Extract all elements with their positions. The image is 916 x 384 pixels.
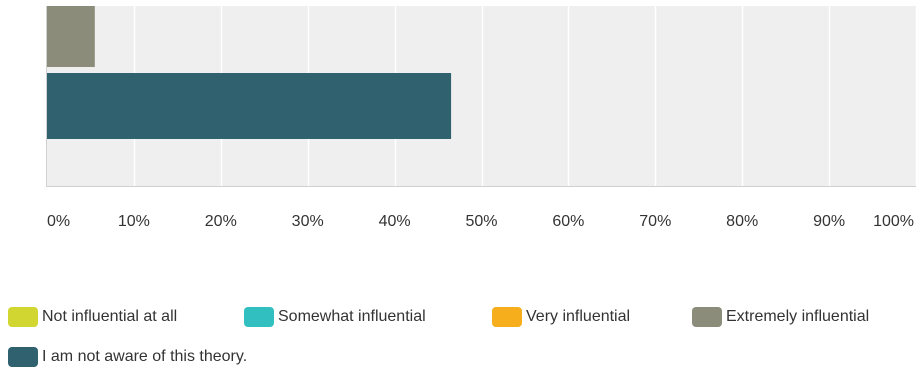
x-tick-label: 0% [47, 213, 70, 230]
legend-label-somewhat-influential: Somewhat influential [278, 308, 426, 326]
legend-label-extremely-influential: Extremely influential [726, 308, 869, 326]
x-tick-label: 50% [465, 213, 497, 230]
x-tick-labels: 0% 10% 20% 30% 40% 50% 60% 70% 80% 90% 100% [47, 213, 914, 230]
x-tick-label: 70% [639, 213, 671, 230]
x-tick-label: 40% [379, 213, 411, 230]
legend-swatch-very-influential [492, 307, 522, 327]
x-tick-label: 80% [726, 213, 758, 230]
legend-swatch-not-aware [8, 347, 38, 367]
legend-row-2: I am not aware of this theory. [8, 344, 913, 370]
x-tick-label: 60% [552, 213, 584, 230]
x-tick-label: 10% [118, 213, 150, 230]
x-tick-label: 90% [813, 213, 845, 230]
legend-row-1: Not influential at all Somewhat influent… [8, 304, 913, 330]
bar-i-am-not-aware-of-this-theory [47, 73, 451, 139]
legend-label-not-influential: Not influential at all [42, 308, 177, 326]
x-tick-label: 30% [292, 213, 324, 230]
legend-item-not-aware: I am not aware of this theory. [8, 347, 247, 367]
legend-swatch-extremely-influential [692, 307, 722, 327]
legend-item-not-influential: Not influential at all [8, 307, 244, 327]
legend-item-very-influential: Very influential [492, 307, 692, 327]
legend-swatch-not-influential [8, 307, 38, 327]
x-tick-label: 100% [873, 213, 914, 230]
legend-item-extremely-influential: Extremely influential [692, 307, 869, 327]
x-tick-label: 20% [205, 213, 237, 230]
bar-chart: 0% 10% 20% 30% 40% 50% 60% 70% 80% 90% 100% [0, 0, 916, 270]
bar-extremely-influential [47, 6, 95, 67]
legend: Not influential at all Somewhat influent… [8, 304, 913, 384]
legend-label-very-influential: Very influential [526, 308, 630, 326]
legend-label-not-aware: I am not aware of this theory. [42, 348, 247, 366]
legend-item-somewhat-influential: Somewhat influential [244, 307, 492, 327]
legend-swatch-somewhat-influential [244, 307, 274, 327]
